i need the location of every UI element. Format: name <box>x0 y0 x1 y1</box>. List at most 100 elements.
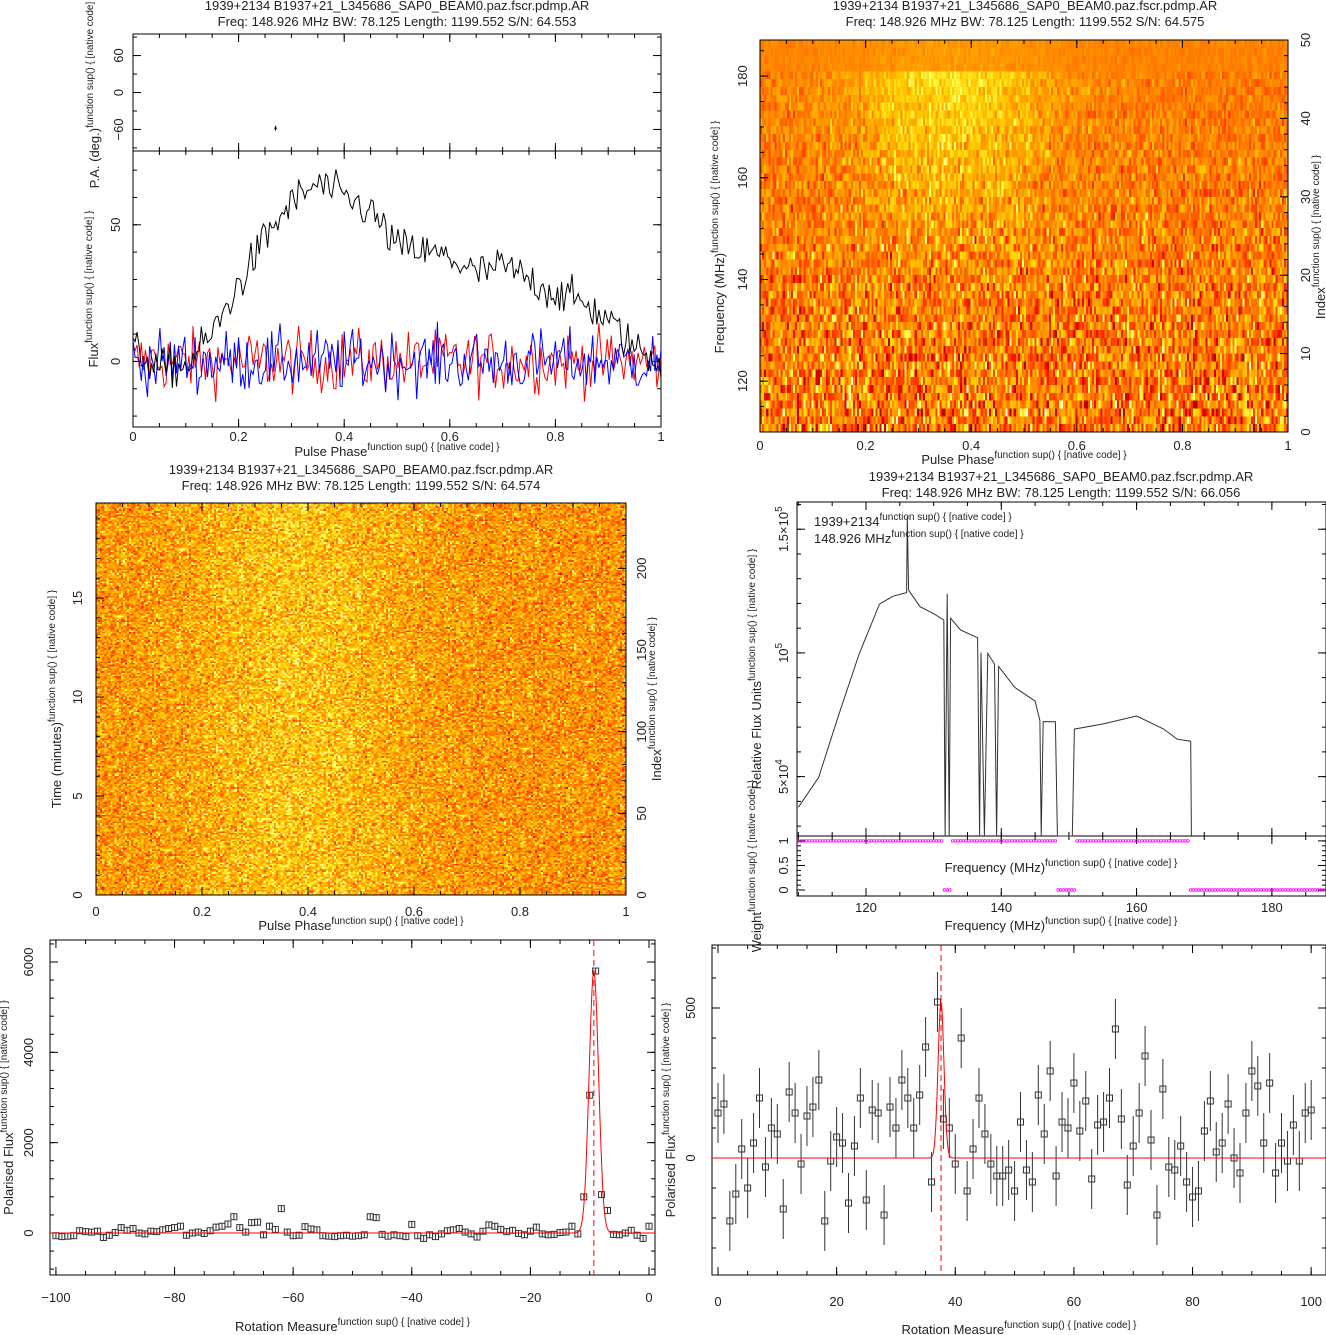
weight-point <box>839 839 844 843</box>
rm-data-point <box>904 1094 912 1102</box>
rm-data-point <box>271 1225 279 1233</box>
y-tick-label: 0 <box>111 89 126 96</box>
weight-point <box>1283 888 1288 892</box>
tick-exponent: 4 <box>774 759 785 765</box>
rm-data-point <box>933 998 941 1006</box>
y2-tick-label: 30 <box>1298 190 1313 204</box>
weight-point <box>1232 888 1236 892</box>
weight-point <box>1281 888 1285 892</box>
y2-axis-label: Indexfunction sup() { [native code] } <box>1311 154 1326 319</box>
x-tick-label: 140 <box>990 900 1012 915</box>
weight-point <box>1218 888 1223 892</box>
y-tick-label: 140 <box>735 269 750 291</box>
rm-data-point <box>224 1220 232 1228</box>
weight-point <box>1253 888 1258 892</box>
bandpass-line <box>797 516 1192 837</box>
bandpass-subtitle: Freq: 148.926 MHz BW: 78.125 Length: 119… <box>881 485 1241 500</box>
rm-data-point <box>1189 1193 1197 1201</box>
rm-data-point <box>526 1227 534 1235</box>
x-axis-label: Rotation Measurefunction sup() { [native… <box>235 1317 471 1334</box>
tick-exponent: function sup() { [native code] } <box>331 916 464 927</box>
rm-data-point <box>1011 1187 1019 1195</box>
weight-point <box>986 839 990 843</box>
rm-data-point <box>1129 1142 1137 1150</box>
tick-exponent: function sup() { [native code] } <box>338 1317 471 1328</box>
weight-point <box>980 839 985 843</box>
weight-point <box>1075 839 1079 843</box>
rm-data-point <box>815 1076 823 1084</box>
rm-data-point <box>254 1218 262 1226</box>
rm-data-point <box>1159 1085 1167 1093</box>
weight-point <box>1316 888 1320 892</box>
profile-subtitle: Freq: 148.926 MHz BW: 78.125 Length: 119… <box>217 14 577 29</box>
rm-data-point <box>1076 1127 1084 1135</box>
rm-data-point <box>1123 1181 1131 1189</box>
weight-point <box>1205 888 1209 892</box>
y2-tick-label: 40 <box>1298 111 1313 125</box>
weight-point <box>1110 839 1114 843</box>
y-tick-label: 10 <box>70 690 85 704</box>
rm-data-point <box>236 1224 244 1232</box>
rm-data-point <box>1034 1091 1042 1099</box>
weight-point <box>1126 839 1131 843</box>
weight-point <box>1286 888 1290 892</box>
rm-data-point <box>892 1124 900 1132</box>
rm-data-point <box>987 1160 995 1168</box>
rm-data-point <box>791 1109 799 1117</box>
rm-data-point <box>850 1142 858 1150</box>
y2-tick-label: 50 <box>634 806 649 820</box>
tick-exponent: function sup() { [native code] } <box>879 512 1012 523</box>
x-tick-label: 0.6 <box>441 429 459 444</box>
weight-point <box>810 839 814 843</box>
weight-point <box>1072 888 1077 892</box>
rm-data-point <box>1022 1166 1030 1174</box>
x-axis-label: Frequency (MHz)function sup() { [native … <box>945 916 1178 933</box>
x-tick-label: −100 <box>41 1290 70 1305</box>
weight-point <box>1308 888 1312 892</box>
weight-point <box>915 839 920 843</box>
weight-point <box>883 839 887 843</box>
tick-exponent: function sup() { [native code] } <box>47 589 58 722</box>
weight-point <box>1172 839 1177 843</box>
weight-point <box>1199 888 1204 892</box>
weight-point <box>959 839 963 843</box>
weight-point <box>1061 888 1066 892</box>
weight-point <box>1256 888 1261 892</box>
rm-data-point <box>928 1178 936 1186</box>
spectrum-frame <box>796 501 1326 837</box>
weight-point <box>804 839 809 843</box>
weight-point <box>918 839 922 843</box>
heatmap-frame <box>759 39 1289 433</box>
weight-point <box>1129 839 1133 843</box>
weight-point <box>1262 888 1266 892</box>
x-tick-label: 0 <box>129 429 136 444</box>
rm-data-point <box>1064 1124 1072 1132</box>
weight-point <box>1237 888 1242 892</box>
weight-point <box>867 839 871 843</box>
rm-data-point <box>586 1091 594 1099</box>
weight-point <box>823 839 828 843</box>
weight-point <box>988 839 993 843</box>
tick-exponent: function sup() { [native code] } <box>0 1000 10 1133</box>
rm-data-point <box>738 1145 746 1153</box>
rm-data-point <box>1236 1169 1244 1177</box>
weight-point <box>937 839 941 843</box>
weight-point <box>1034 839 1039 843</box>
weight-point <box>956 839 960 843</box>
rm-data-point <box>862 1196 870 1204</box>
x-tick-label: 120 <box>855 900 877 915</box>
weight-point <box>1299 888 1304 892</box>
rm-data-point <box>833 1133 841 1141</box>
x-tick-label: 0.6 <box>405 904 423 919</box>
tick-exponent: 5 <box>774 642 785 648</box>
weight-point <box>1059 888 1063 892</box>
weight-point <box>1015 839 1020 843</box>
rm-data-point <box>277 1205 285 1213</box>
weight-point <box>1048 839 1052 843</box>
y2-axis-label: Indexfunction sup() { [native code] } <box>647 616 664 781</box>
weight-point <box>1313 888 1317 892</box>
source-annotation: 1939+2134function sup() { [native code] … <box>814 512 1012 529</box>
rm-data-point <box>1046 1067 1054 1075</box>
rm-data-point <box>1177 1142 1185 1150</box>
weight-point <box>1235 888 1239 892</box>
